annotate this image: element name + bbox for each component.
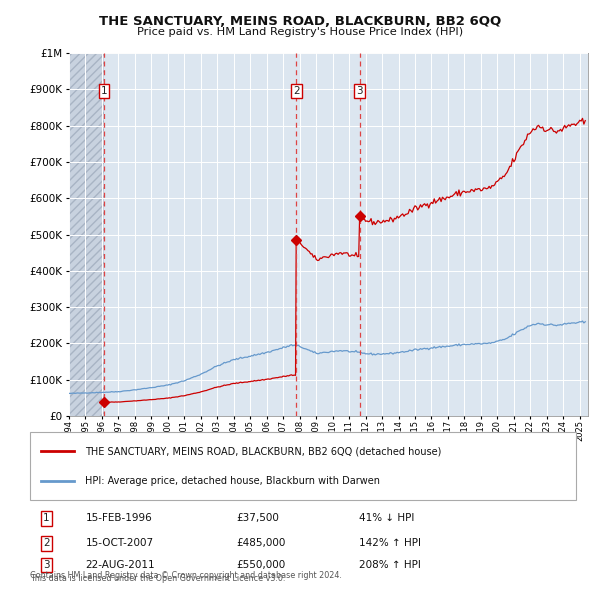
Bar [69, 53, 104, 416]
Text: 1: 1 [43, 513, 50, 523]
Text: 3: 3 [43, 560, 50, 571]
Text: 15-FEB-1996: 15-FEB-1996 [85, 513, 152, 523]
Text: 2: 2 [43, 539, 50, 549]
Text: 2: 2 [293, 86, 299, 96]
Text: 208% ↑ HPI: 208% ↑ HPI [359, 560, 421, 571]
Text: 41% ↓ HPI: 41% ↓ HPI [359, 513, 414, 523]
Text: £485,000: £485,000 [236, 539, 286, 549]
Text: THE SANCTUARY, MEINS ROAD, BLACKBURN, BB2 6QQ (detached house): THE SANCTUARY, MEINS ROAD, BLACKBURN, BB… [85, 446, 442, 456]
Text: THE SANCTUARY, MEINS ROAD, BLACKBURN, BB2 6QQ: THE SANCTUARY, MEINS ROAD, BLACKBURN, BB… [99, 15, 501, 28]
Text: 1: 1 [101, 86, 107, 96]
Text: 3: 3 [356, 86, 363, 96]
Text: 22-AUG-2011: 22-AUG-2011 [85, 560, 155, 571]
Text: Contains HM Land Registry data © Crown copyright and database right 2024.: Contains HM Land Registry data © Crown c… [29, 571, 341, 580]
Text: HPI: Average price, detached house, Blackburn with Darwen: HPI: Average price, detached house, Blac… [85, 476, 380, 486]
Text: £37,500: £37,500 [236, 513, 279, 523]
Text: 142% ↑ HPI: 142% ↑ HPI [359, 539, 421, 549]
Text: 15-OCT-2007: 15-OCT-2007 [85, 539, 154, 549]
Text: Price paid vs. HM Land Registry's House Price Index (HPI): Price paid vs. HM Land Registry's House … [137, 27, 463, 37]
Text: This data is licensed under the Open Government Licence v3.0.: This data is licensed under the Open Gov… [29, 573, 285, 582]
Text: £550,000: £550,000 [236, 560, 285, 571]
FancyBboxPatch shape [29, 432, 577, 500]
